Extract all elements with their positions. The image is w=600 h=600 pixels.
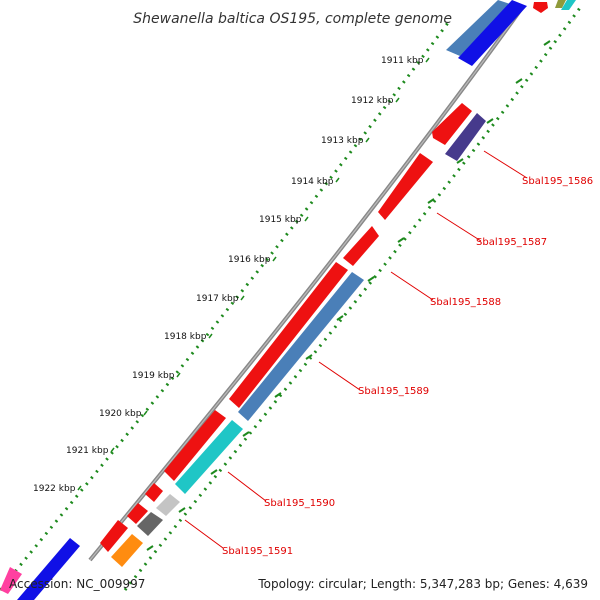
gene-label-1586: Sbal195_1586 [522,176,593,187]
inner-tick [456,158,464,164]
tick-label-1919: 1919 kbp [132,371,175,381]
genome-summary: Topology: circular; Length: 5,347,283 bp… [258,577,588,591]
gene-labels: Sbal195_1586 Sbal195_1587 Sbal195_1588 S… [222,176,593,557]
tick-label-1922: 1922 kbp [33,484,76,494]
tick-mark-1911 [425,57,430,63]
tick-mark-1917 [240,295,245,301]
gene-pink-bottom[interactable] [0,567,22,594]
tick-mark-1922 [77,485,82,491]
backbone-highlight [89,7,523,561]
backbone-line [88,6,524,562]
gene-sbal195-1589[interactable] [238,272,364,421]
gene-label-1589: Sbal195_1589 [358,386,429,397]
tick-label-1915: 1915 kbp [259,215,302,225]
tick-mark-1913 [365,137,370,143]
inner-tick [367,276,375,282]
label-leaders [184,150,528,549]
leader-1588 [390,271,434,301]
genome-title: Shewanella baltica OS195, complete genom… [133,11,452,27]
tick-label-1911: 1911 kbp [381,56,424,66]
gene-red-1590-pair[interactable] [164,410,226,481]
inner-tick [543,40,551,46]
inner-track-tick-marks [146,40,551,551]
gene-label-1587: Sbal195_1587 [476,237,547,248]
tick-label-1918: 1918 kbp [164,332,207,342]
leader-1589 [318,361,361,391]
gene-olive-top[interactable] [555,0,566,8]
tick-label-1914: 1914 kbp [291,177,334,187]
gene-red-small-b[interactable] [127,503,148,524]
tick-label-1917: 1917 kbp [196,294,239,304]
gene-label-1588: Sbal195_1588 [430,297,501,308]
inner-tick [274,392,282,398]
gene-red-small-a[interactable] [145,483,163,502]
tick-mark-1912 [395,97,400,103]
inner-tick [146,545,154,551]
tick-mark-1918 [208,333,213,339]
inner-tick [336,315,344,321]
gene-label-1591: Sbal195_1591 [222,546,293,557]
inner-tick [515,78,523,84]
gene-blue-top[interactable] [458,0,527,66]
gene-cyan-top[interactable] [561,0,576,10]
inner-tick [242,431,250,437]
gene-red-small-c[interactable] [100,520,128,552]
gene-sbal195-1586[interactable] [445,113,486,161]
gene-steelblue-top[interactable] [446,0,510,56]
inner-tick [397,237,405,243]
gene-label-1590: Sbal195_1590 [264,498,335,509]
gene-orange[interactable] [111,534,143,567]
tick-label-1920: 1920 kbp [99,409,142,419]
tick-mark-1915 [304,216,309,222]
inner-tick [178,507,186,513]
gene-darkgray[interactable] [137,512,163,536]
kbp-tick-marks [77,57,430,491]
gene-sbal195-1588[interactable] [343,226,379,266]
tick-mark-1916 [272,256,277,262]
leader-1591 [184,519,224,549]
tick-label-1916: 1916 kbp [228,255,271,265]
leader-1590 [227,471,267,502]
leader-1587 [436,212,482,242]
gene-features [0,0,576,600]
gene-sbal195-1587[interactable] [378,153,433,220]
tick-mark-1919 [176,372,181,378]
inner-tick [427,198,435,204]
tick-mark-1921 [110,447,115,453]
leader-1586 [483,150,528,179]
gene-red-long[interactable] [229,262,348,408]
accession-label: Accession: NC_009997 [9,577,146,591]
tick-label-1913: 1913 kbp [321,136,364,146]
tick-mark-1914 [335,177,340,183]
gene-red-1586-pair[interactable] [432,103,472,145]
gene-sbal195-1590[interactable] [175,420,243,494]
tick-mark-1920 [143,410,148,416]
inner-tick [486,118,494,124]
tick-label-1921: 1921 kbp [66,446,109,456]
kbp-scale: 1911 kbp 1912 kbp 1913 kbp 1914 kbp 1915… [33,56,424,494]
gene-red-top[interactable] [533,2,548,13]
gene-blue-bottom[interactable] [17,538,80,600]
tick-label-1912: 1912 kbp [351,96,394,106]
inner-tick [305,354,313,360]
gene-sbal195-1591[interactable] [156,494,180,516]
outer-dotted-track [0,19,452,591]
inner-dotted-track [123,4,584,591]
inner-tick [210,469,218,475]
